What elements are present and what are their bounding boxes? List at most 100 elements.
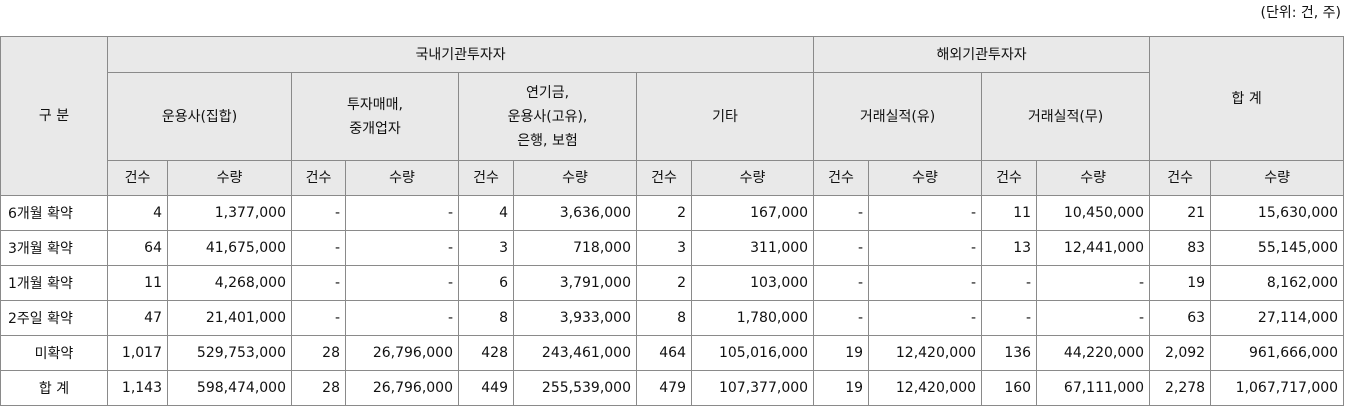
- header-qty: 수량: [868, 160, 983, 196]
- cell-pension-q: 3,636,000: [513, 195, 637, 231]
- cell-tot-c: 2,278: [1149, 370, 1212, 406]
- header-domestic: 국내기관투자자: [106, 36, 815, 73]
- cell-other-q: 1,780,000: [690, 300, 815, 336]
- header-pension: 연기금, 운용사(고유), 은행, 보험: [458, 72, 637, 161]
- cell-fy-q: -: [868, 265, 983, 301]
- cell-fn-q: 12,441,000: [1036, 230, 1151, 266]
- cell-fn-c: 136: [981, 335, 1038, 371]
- cell-pension-q: 243,461,000: [513, 335, 637, 371]
- cell-fund-q: 1,377,000: [167, 195, 292, 231]
- table-row: 합 계 1,143 598,474,000 28 26,796,000 449 255,53…: [0, 370, 1345, 406]
- header-category: 구 분: [0, 36, 108, 196]
- cell-other-q: 107,377,000: [690, 370, 815, 406]
- cell-other-c: 479: [636, 370, 692, 406]
- cell-fn-q: -: [1036, 300, 1151, 336]
- cell-fn-q: -: [1036, 265, 1151, 301]
- header-count: 건수: [291, 160, 346, 196]
- cell-fund-c: 4: [107, 195, 168, 231]
- unit-label: (단위: 건, 주): [1260, 5, 1341, 21]
- cell-dealer-q: -: [345, 230, 459, 266]
- header-count: 건수: [107, 160, 168, 196]
- cell-tot-q: 1,067,717,000: [1210, 370, 1345, 406]
- cell-fy-c: -: [813, 300, 870, 336]
- header-qty: 수량: [1210, 160, 1345, 196]
- cell-fy-q: -: [868, 195, 983, 231]
- cell-fn-c: 160: [981, 370, 1038, 406]
- cell-pension-c: 449: [458, 370, 514, 406]
- cell-pension-c: 3: [458, 230, 514, 266]
- cell-fn-q: 10,450,000: [1036, 195, 1151, 231]
- header-foreign-no: 거래실적(무): [981, 72, 1151, 161]
- cell-dealer-q: 26,796,000: [345, 370, 459, 406]
- cell-pension-c: 428: [458, 335, 514, 371]
- cell-fy-c: 19: [813, 335, 870, 371]
- cell-pension-q: 718,000: [513, 230, 637, 266]
- header-total: 합 계: [1149, 36, 1345, 161]
- row-label: 1개월 확약: [0, 265, 108, 301]
- cell-other-c: 464: [636, 335, 692, 371]
- cell-other-q: 167,000: [690, 195, 815, 231]
- count-qty-header-row: 건수 수량 건수 수량 건수 수량 건수 수량 건수 수량 건수 수량 건수 수량: [1, 160, 1345, 196]
- cell-tot-c: 19: [1149, 265, 1212, 301]
- cell-fy-c: -: [813, 230, 870, 266]
- cell-other-c: 8: [636, 300, 692, 336]
- cell-fy-q: 12,420,000: [868, 370, 983, 406]
- cell-fn-c: -: [981, 300, 1038, 336]
- header-count: 건수: [1149, 160, 1212, 196]
- cell-fy-q: 12,420,000: [868, 335, 983, 371]
- cell-fund-q: 41,675,000: [167, 230, 292, 266]
- table-row: 1개월 확약 11 4,268,000- -6 3,791,000 2 103,000- - -…: [0, 265, 1345, 301]
- table-row: 미확약 1,017 529,753,000 28 26,796,000 428 243,46…: [0, 335, 1345, 371]
- cell-fn-q: 67,111,000: [1036, 370, 1151, 406]
- cell-fy-c: 19: [813, 370, 870, 406]
- header-count: 건수: [981, 160, 1038, 196]
- header-foreign-yes: 거래실적(유): [813, 72, 983, 161]
- cell-dealer-c: -: [291, 265, 346, 301]
- cell-fund-c: 47: [107, 300, 168, 336]
- cell-tot-q: 961,666,000: [1210, 335, 1345, 371]
- table-body: 6개월 확약 4 1,377,000- -4 3,636,000 2 167,000- -11…: [0, 195, 1345, 406]
- row-label: 3개월 확약: [0, 230, 108, 266]
- header-qty: 수량: [167, 160, 292, 196]
- cell-tot-c: 21: [1149, 195, 1212, 231]
- cell-fund-c: 11: [107, 265, 168, 301]
- cell-dealer-q: -: [345, 195, 459, 231]
- header-qty: 수량: [513, 160, 637, 196]
- header-count: 건수: [636, 160, 692, 196]
- cell-pension-c: 8: [458, 300, 514, 336]
- cell-other-q: 105,016,000: [690, 335, 815, 371]
- cell-fund-q: 4,268,000: [167, 265, 292, 301]
- cell-fn-c: 13: [981, 230, 1038, 266]
- cell-pension-q: 255,539,000: [513, 370, 637, 406]
- cell-dealer-q: -: [345, 300, 459, 336]
- row-label: 2주일 확약: [0, 300, 108, 336]
- row-label: 합 계: [0, 370, 108, 406]
- cell-fy-q: -: [868, 300, 983, 336]
- header-qty: 수량: [1036, 160, 1151, 196]
- header-fund: 운용사(집합): [107, 72, 292, 161]
- cell-dealer-c: -: [291, 230, 346, 266]
- cell-other-c: 2: [636, 265, 692, 301]
- header-qty: 수량: [690, 160, 815, 196]
- cell-dealer-c: 28: [291, 370, 346, 406]
- cell-fund-c: 64: [107, 230, 168, 266]
- cell-fund-q: 529,753,000: [167, 335, 292, 371]
- table-row: 3개월 확약 64 41,675,000- -3 718,000 3 311,000- -13…: [0, 230, 1345, 266]
- cell-fund-c: 1,143: [107, 370, 168, 406]
- cell-dealer-c: -: [291, 300, 346, 336]
- cell-tot-q: 8,162,000: [1210, 265, 1345, 301]
- header-dealer: 투자매매, 중개업자: [291, 72, 459, 161]
- cell-fn-c: 11: [981, 195, 1038, 231]
- header-foreign: 해외기관투자자: [813, 36, 1151, 73]
- cell-tot-c: 2,092: [1149, 335, 1212, 371]
- cell-dealer-c: -: [291, 195, 346, 231]
- cell-tot-q: 55,145,000: [1210, 230, 1345, 266]
- cell-pension-q: 3,933,000: [513, 300, 637, 336]
- lockup-table: 구 분 국내기관투자자 해외기관투자자 합 계 운용사(집합) 투자매매, 중개…: [0, 36, 1345, 406]
- header-count: 건수: [458, 160, 514, 196]
- cell-fn-q: 44,220,000: [1036, 335, 1151, 371]
- cell-fn-c: -: [981, 265, 1038, 301]
- cell-dealer-c: 28: [291, 335, 346, 371]
- cell-other-q: 311,000: [690, 230, 815, 266]
- cell-tot-q: 27,114,000: [1210, 300, 1345, 336]
